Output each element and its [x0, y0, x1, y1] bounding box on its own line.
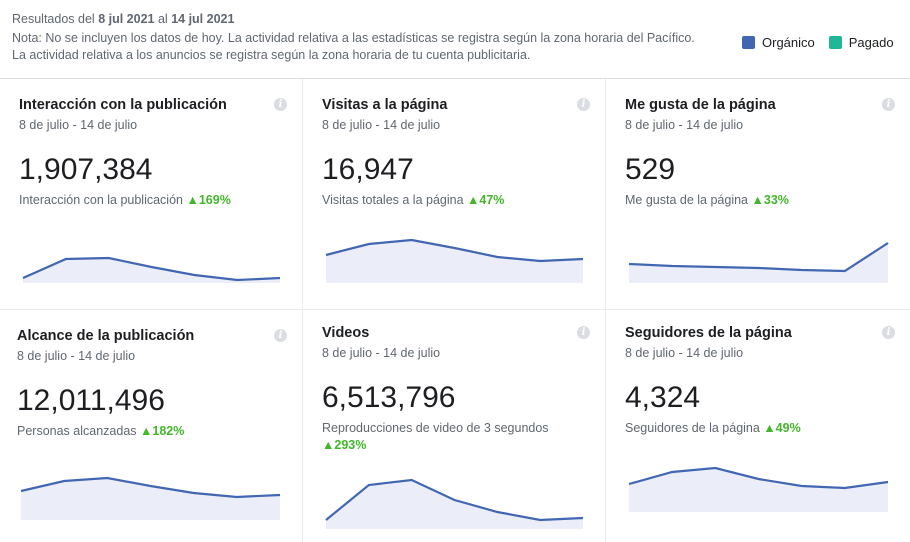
change-percentage: ▲33%: [751, 193, 789, 207]
card-value: 1,907,384: [19, 153, 153, 186]
legend-paid: Pagado: [848, 35, 894, 50]
info-icon[interactable]: i: [882, 326, 895, 339]
metric-card-videos[interactable]: Videos i 8 de julio - 14 de julio 6,513,…: [303, 310, 605, 542]
sparkline-line: [325, 478, 584, 522]
change-percentage: ▲182%: [140, 424, 185, 438]
sparkline-chart: [22, 256, 281, 283]
legend-organic: Orgánico: [762, 35, 815, 50]
card-metric-label: Reproducciones de video de 3 segundos: [322, 421, 549, 435]
card-subtitle: Reproducciones de video de 3 segundos ▲2…: [322, 420, 572, 454]
metric-card-post-reach[interactable]: Alcance de la publicación i 8 de julio -…: [0, 310, 302, 542]
info-icon[interactable]: i: [577, 326, 590, 339]
sparkline-line: [628, 242, 889, 273]
change-percentage: ▲49%: [763, 421, 801, 435]
sparkline-chart: [20, 476, 281, 520]
date-to: 14 jul 2021: [171, 12, 235, 26]
card-subtitle: Seguidores de la página ▲49%: [625, 420, 905, 437]
metrics-grid: Interacción con la publicación i 8 de ju…: [0, 79, 910, 542]
info-icon[interactable]: i: [882, 98, 895, 111]
results-mid: al: [157, 12, 168, 26]
change-percentage: ▲47%: [467, 193, 505, 207]
card-value: 4,324: [625, 381, 701, 414]
info-icon[interactable]: i: [274, 329, 287, 342]
sparkline-line: [325, 238, 584, 263]
card-date-range: 8 de julio - 14 de julio: [322, 118, 441, 132]
metric-card-page-likes[interactable]: Me gusta de la página i 8 de julio - 14 …: [606, 79, 910, 309]
date-from: 8 jul 2021: [98, 12, 155, 26]
sparkline-line: [20, 476, 281, 499]
card-title: Visitas a la página: [322, 97, 448, 113]
change-percentage: ▲169%: [186, 193, 231, 207]
card-metric-label: Me gusta de la página: [625, 193, 749, 207]
results-range: Resultados del 8 jul 2021 al 14 jul 2021: [12, 12, 234, 26]
card-metric-label: Visitas totales a la página: [322, 193, 464, 207]
card-date-range: 8 de julio - 14 de julio: [19, 118, 138, 132]
card-subtitle: Me gusta de la página ▲33%: [625, 192, 905, 209]
card-title: Me gusta de la página: [625, 97, 776, 113]
card-title: Interacción con la publicación: [19, 97, 227, 113]
card-subtitle: Personas alcanzadas ▲182%: [17, 423, 297, 440]
change-percentage: ▲293%: [322, 438, 367, 452]
card-value: 16,947: [322, 153, 414, 186]
sparkline-area: [23, 258, 280, 283]
card-metric-label: Seguidores de la página: [625, 421, 760, 435]
metric-card-page-views[interactable]: Visitas a la página i 8 de julio - 14 de…: [303, 79, 605, 309]
sparkline-area: [326, 240, 583, 283]
card-date-range: 8 de julio - 14 de julio: [625, 118, 744, 132]
info-icon[interactable]: i: [274, 98, 287, 111]
card-value: 529: [625, 153, 676, 186]
card-date-range: 8 de julio - 14 de julio: [17, 349, 136, 363]
card-subtitle: Interacción con la publicación ▲169%: [19, 192, 299, 209]
card-title: Videos: [322, 325, 370, 341]
sparkline-chart: [628, 242, 889, 283]
paid-swatch-icon: [828, 36, 842, 49]
card-title: Seguidores de la página: [625, 325, 792, 341]
sparkline-line: [628, 466, 889, 490]
sparkline-chart: [325, 478, 584, 529]
card-date-range: 8 de julio - 14 de julio: [625, 346, 744, 360]
card-metric-label: Personas alcanzadas: [17, 424, 137, 438]
metric-card-page-followers[interactable]: Seguidores de la página i 8 de julio - 1…: [606, 310, 910, 542]
sparkline-area: [629, 468, 888, 512]
card-subtitle: Visitas totales a la página ▲47%: [322, 192, 602, 209]
sparkline-chart: [628, 466, 889, 512]
sparkline-area: [629, 243, 888, 283]
card-metric-label: Interacción con la publicación: [19, 193, 183, 207]
legend: Orgánico Pagado: [742, 35, 908, 50]
results-prefix: Resultados del: [12, 12, 95, 26]
card-value: 12,011,496: [17, 384, 165, 417]
timezone-note: Nota: No se incluyen los datos de hoy. L…: [12, 31, 695, 62]
card-title: Alcance de la publicación: [17, 328, 195, 344]
results-header: Resultados del 8 jul 2021 al 14 jul 2021…: [0, 0, 910, 79]
sparkline-chart: [325, 238, 584, 283]
organic-swatch-icon: [742, 36, 755, 49]
sparkline-area: [21, 478, 280, 520]
metric-card-post-engagement[interactable]: Interacción con la publicación i 8 de ju…: [0, 79, 302, 309]
card-date-range: 8 de julio - 14 de julio: [322, 346, 441, 360]
sparkline-line: [22, 256, 281, 282]
card-value: 6,513,796: [322, 381, 456, 414]
info-icon[interactable]: i: [577, 98, 590, 111]
